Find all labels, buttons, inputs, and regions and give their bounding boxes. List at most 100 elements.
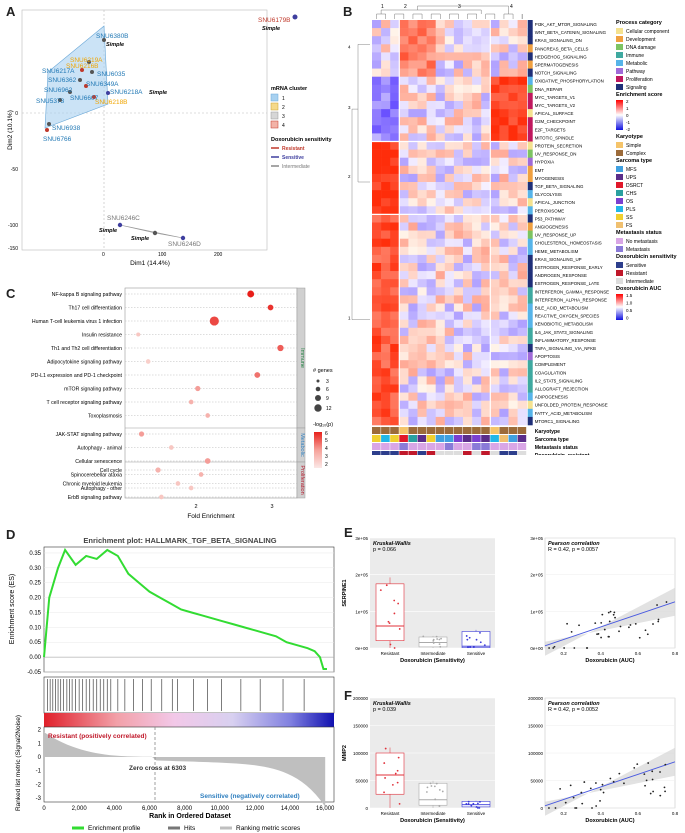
heatmap-cell	[399, 173, 409, 183]
gsea-title: Enrichment plot: HALLMARK_TGF_BETA_SIGNA…	[83, 536, 276, 545]
heatmap-cell	[481, 368, 491, 377]
gsea-xlabel: Rank in Ordered Dataset	[149, 813, 231, 820]
heatmap-cell	[372, 222, 382, 231]
scatter-point	[548, 807, 550, 809]
heatmap-cell	[517, 416, 527, 426]
heatmap-cell	[372, 384, 382, 393]
heatmap-cell	[399, 52, 409, 61]
scatter-r: R = 0.42, p = 0.0057	[548, 547, 598, 553]
heatmap-cell	[508, 327, 518, 337]
heatmap-category-cell	[527, 392, 533, 401]
heatmap-category-cell	[527, 360, 533, 369]
heatmap-cell	[490, 246, 500, 256]
heatmap-cell	[472, 344, 482, 353]
heatmap-cell	[426, 92, 436, 102]
heatmap-cell	[490, 352, 500, 361]
box-point	[483, 644, 486, 647]
heatmap-cell	[390, 206, 400, 215]
heatmap-cell	[472, 157, 482, 167]
heatmap-cell	[381, 198, 391, 207]
annot-sarcoma	[499, 435, 508, 442]
heatmap-category-cell	[527, 416, 533, 426]
heatmap-cell	[390, 173, 400, 183]
heatmap-cell	[472, 76, 482, 86]
heatmap-cell	[463, 117, 473, 126]
heatmap-cell	[399, 271, 409, 280]
heatmap-cell	[372, 416, 382, 426]
heatmap-row-label: MYC_TARGETS_V1	[535, 95, 576, 100]
annot-karyotype	[490, 427, 499, 434]
heatmap-cell	[508, 376, 518, 385]
heatmap-cell	[381, 392, 391, 401]
heatmap-cell	[435, 157, 446, 167]
heatmap-cell	[517, 376, 527, 385]
heatmap-cell	[453, 165, 464, 175]
heatmap-cell	[408, 125, 418, 134]
heatmap-category-cell	[527, 125, 533, 134]
heatmap-cell	[435, 117, 446, 126]
svg-text:9: 9	[326, 396, 329, 402]
heatmap-cell	[408, 335, 418, 345]
heatmap-row-label: PEROXISOME	[535, 208, 565, 213]
heatmap-cell	[463, 263, 473, 272]
heatmap-cell	[381, 263, 391, 272]
legend-title: Doxorubicin AUC	[616, 286, 661, 292]
annot-doxo	[481, 451, 490, 455]
scatter-point	[612, 780, 615, 783]
heatmap-cell	[426, 68, 436, 77]
heatmap-cell	[372, 68, 382, 77]
heatmap-cell	[463, 254, 473, 264]
heatmap-cell	[417, 157, 427, 167]
heatmap-cell	[517, 263, 527, 272]
panel-letter-c: C	[6, 286, 16, 301]
heatmap-cell	[472, 20, 482, 29]
pca-label: SNU6246C	[107, 215, 140, 222]
heatmap-cell	[481, 149, 491, 158]
heatmap-cell	[417, 246, 427, 256]
heatmap-row-label: ESTROGEN_RESPONSE_EARLY	[535, 265, 603, 270]
heatmap-cell	[408, 238, 418, 248]
heatmap-cell	[372, 230, 382, 239]
pca-label: SNU6218A	[110, 89, 143, 96]
heatmap-cell	[390, 222, 400, 231]
heatmap-cell	[499, 335, 509, 345]
svg-text:Enrichment profile: Enrichment profile	[88, 825, 141, 832]
heatmap-cell	[481, 392, 491, 401]
heatmap-cell	[399, 28, 409, 37]
scatter-point	[649, 792, 652, 795]
heatmap-cell	[508, 182, 518, 191]
scatter-point	[657, 618, 660, 621]
heatmap-cell	[372, 254, 382, 264]
pca-ytick: 0	[15, 111, 18, 117]
heatmap-category-cell	[527, 157, 533, 167]
enrichment-term: mTOR signaling pathway	[64, 387, 122, 393]
heatmap-cell	[517, 384, 527, 393]
svg-text:Resistant: Resistant	[282, 146, 305, 152]
heatmap-cell	[508, 263, 518, 272]
heatmap-cell	[490, 230, 500, 239]
heatmap-cell	[417, 319, 427, 329]
heatmap-cell	[426, 335, 436, 345]
heatmap-cell	[417, 101, 427, 110]
heatmap-cell	[372, 141, 382, 150]
heatmap-cell	[390, 400, 400, 410]
heatmap-cell	[472, 28, 482, 37]
heatmap-cell	[444, 214, 455, 223]
annot-karyotype	[517, 427, 527, 434]
heatmap-cell	[435, 246, 446, 256]
heatmap-cell	[390, 344, 400, 353]
heatmap-category-cell	[527, 141, 533, 150]
heatmap-cell	[499, 182, 509, 191]
heatmap-cell	[372, 360, 382, 369]
heatmap-category-cell	[527, 368, 533, 377]
heatmap-cell	[472, 287, 482, 296]
heatmap-cell	[426, 20, 436, 29]
heatmap-cell	[453, 76, 464, 86]
heatmap-category-cell	[527, 173, 533, 183]
box-point	[440, 637, 442, 640]
heatmap-cell	[435, 52, 446, 61]
heatmap-cell	[426, 303, 436, 312]
heatmap-cell	[499, 149, 509, 158]
legend-item: PLS	[626, 207, 636, 213]
heatmap-cell	[426, 149, 436, 158]
